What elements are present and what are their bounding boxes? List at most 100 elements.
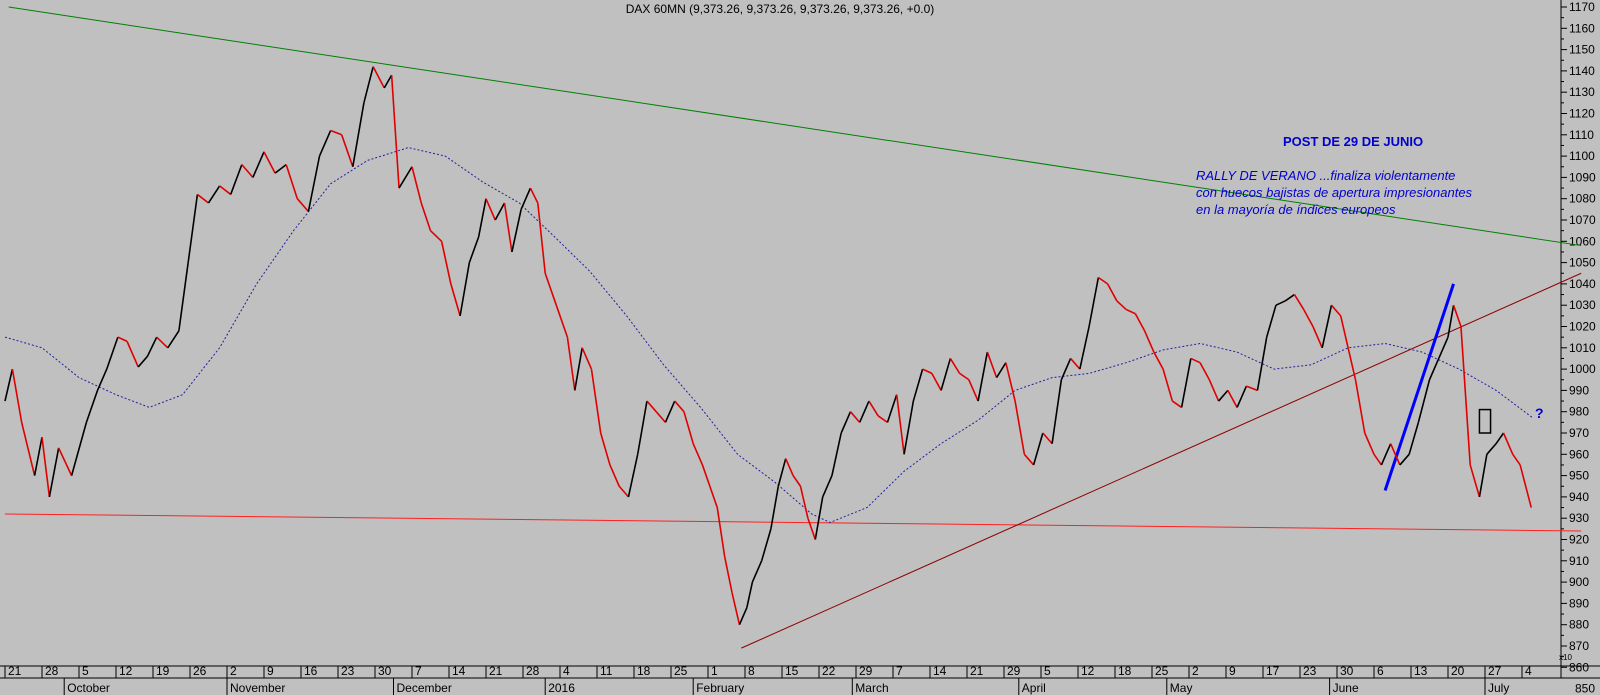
price-segment: [922, 368, 933, 375]
price-segment: [760, 528, 772, 562]
price-segment: [877, 415, 888, 424]
price-segment: [1302, 309, 1314, 327]
price-segment: [799, 486, 809, 519]
price-segment: [20, 422, 36, 476]
price-segment: [1134, 313, 1146, 332]
y-tick-label: 1080: [1569, 192, 1596, 206]
price-segment: [363, 66, 374, 104]
price-segment: [1125, 308, 1136, 315]
price-segment: [1417, 379, 1431, 423]
price-segment: [1380, 443, 1392, 466]
x-day-label: 12: [1081, 664, 1095, 678]
price-segment: [477, 198, 487, 238]
x-month-label: November: [230, 681, 285, 695]
price-segment: [1438, 336, 1449, 359]
price-segment: [646, 400, 657, 413]
y-tick-label: 1110: [1569, 128, 1594, 142]
price-segment: [770, 486, 780, 529]
y-tick-label: 1090: [1569, 170, 1596, 184]
price-segment: [126, 341, 139, 368]
price-segment: [41, 437, 51, 497]
price-segment: [440, 241, 452, 285]
y-tick-label: 910: [1569, 554, 1589, 568]
price-segment: [1005, 362, 1016, 402]
x-day-label: 29: [859, 664, 873, 678]
price-segment: [977, 351, 989, 402]
price-segment: [485, 198, 496, 221]
price-segment: [1284, 293, 1295, 302]
price-segment: [1408, 422, 1420, 455]
y-tick-label: 1010: [1569, 341, 1596, 355]
price-segment: [940, 358, 952, 391]
price-segment: [1106, 283, 1118, 302]
x-day-label: 30: [378, 664, 392, 678]
price-segment: [1478, 454, 1488, 498]
moving-average-line: [4, 147, 1534, 524]
price-segment: [429, 230, 443, 242]
price-segment: [459, 262, 471, 316]
price-segment: [931, 372, 942, 391]
price-segment: [252, 151, 265, 178]
price-segment: [219, 185, 232, 196]
y-tick-label: 1020: [1569, 320, 1596, 334]
price-segment: [1153, 351, 1164, 370]
x-day-label: 7: [415, 664, 422, 678]
price-segment: [1312, 326, 1323, 349]
y-tick-label: 940: [1569, 490, 1589, 504]
price-segment: [1495, 432, 1505, 445]
y-tick-label: 900: [1569, 575, 1589, 589]
y-tick-label: 1130: [1569, 85, 1595, 99]
price-segment: [117, 336, 128, 343]
price-segment: [831, 432, 842, 476]
price-segment: [746, 581, 754, 608]
price-segment: [555, 304, 569, 338]
x-day-label: 2: [230, 664, 237, 678]
price-segment: [503, 202, 513, 253]
x-month-label: February: [696, 681, 744, 695]
consolidation-box: [1478, 408, 1492, 434]
price-segment: [1447, 305, 1455, 338]
x-month-label: December: [397, 681, 452, 695]
price-segment: [1293, 294, 1305, 310]
price-segment: [1373, 453, 1383, 466]
price-segment: [1171, 400, 1183, 409]
price-segment: [137, 355, 149, 368]
price-segment: [716, 507, 726, 557]
price-segment: [849, 411, 861, 423]
price-segment: [207, 185, 221, 204]
price-segment: [1519, 464, 1533, 508]
note-line-1: RALLY DE VERANO ...finaliza violentament…: [1196, 168, 1455, 183]
x-month-label: March: [855, 681, 888, 695]
y-tick-label: 930: [1569, 511, 1589, 525]
y-tick-label: 1070: [1569, 213, 1596, 227]
price-segment: [1265, 304, 1277, 338]
y-tick-label: 980: [1569, 405, 1589, 419]
price-segment: [48, 447, 60, 498]
x-day-label: 9: [1229, 664, 1236, 678]
x-day-label: 21: [970, 664, 984, 678]
trendline: [8, 6, 1582, 247]
price-segment: [858, 400, 870, 423]
price-segment: [1246, 385, 1258, 392]
price-segment: [1512, 453, 1521, 466]
x-month-label: June: [1333, 681, 1359, 695]
price-segment: [11, 368, 23, 423]
price-segment: [581, 347, 593, 370]
question-mark: ?: [1535, 405, 1544, 421]
price-series-layer: [4, 66, 1533, 626]
x-day-label: 14: [452, 664, 466, 678]
price-segment: [784, 458, 794, 476]
price-segment: [814, 496, 824, 540]
price-segment: [1199, 362, 1211, 381]
price-segment: [886, 394, 898, 423]
y-tick-label: 990: [1569, 383, 1589, 397]
price-segment: [318, 130, 332, 157]
price-segment: [85, 390, 99, 423]
price-segment: [636, 400, 648, 455]
price-segment: [609, 464, 620, 487]
x-day-label: 28: [45, 664, 59, 678]
trendline: [4, 513, 1582, 532]
x-day-label: 25: [1155, 664, 1169, 678]
price-segment: [1097, 276, 1109, 285]
price-segment: [683, 411, 694, 444]
